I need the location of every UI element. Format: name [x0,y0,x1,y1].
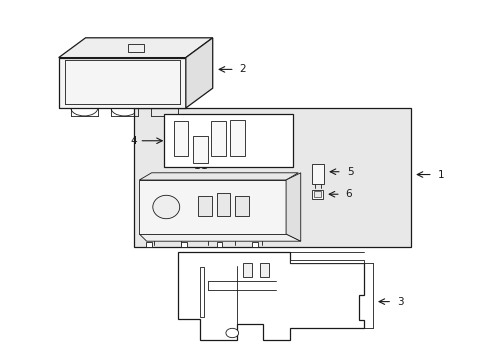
Text: 2: 2 [239,64,246,75]
Bar [311,164,323,184]
Bar [139,180,285,234]
Text: 1: 1 [437,170,444,180]
Bar [313,191,320,197]
Text: 5: 5 [346,167,353,177]
Bar [198,196,211,216]
Polygon shape [139,234,300,241]
Polygon shape [139,173,298,180]
Bar [163,114,293,167]
Polygon shape [59,38,212,58]
Circle shape [225,328,238,338]
Bar [211,121,225,156]
Bar [311,190,322,199]
Bar [260,263,268,277]
Bar [193,136,207,163]
Polygon shape [59,58,185,108]
Bar [229,120,245,156]
Bar [173,121,188,156]
Bar [200,267,204,317]
Bar [134,108,410,247]
Ellipse shape [152,195,179,219]
Bar [289,260,364,263]
Bar [128,44,143,52]
Bar [235,196,248,216]
Bar [181,242,187,247]
Polygon shape [285,173,300,241]
Bar [216,193,230,216]
Text: 3: 3 [396,297,403,307]
Bar [251,242,257,247]
Bar [146,242,152,247]
Polygon shape [178,252,364,340]
Text: 4: 4 [130,136,137,146]
Bar [243,263,251,277]
Bar [216,242,222,247]
Text: 6: 6 [345,189,352,199]
Polygon shape [185,38,212,108]
